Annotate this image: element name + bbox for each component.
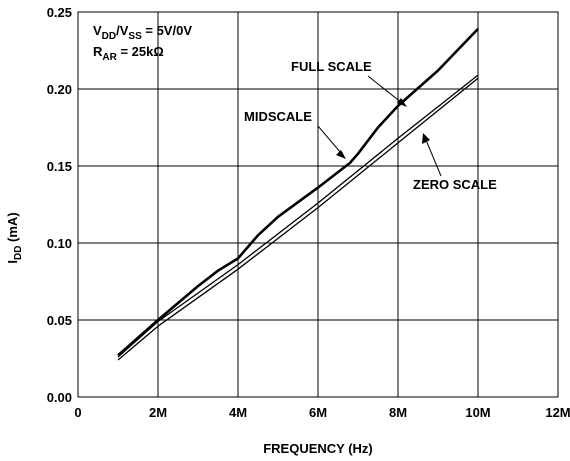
- annotation-zero-scale-pointer: [425, 139, 442, 177]
- plot-frame: [77, 11, 559, 398]
- series-line-midscale: [117, 74, 479, 358]
- condition-supply-label: VDD/VSS = 5V/0V: [93, 23, 192, 42]
- annotation-full-scale: FULL SCALE: [291, 59, 372, 74]
- x-tick-label: 4M: [229, 405, 247, 420]
- x-axis-ticks: 0 2M 4M 6M 8M 10M 12M: [74, 405, 570, 420]
- annotation-midscale: MIDSCALE: [244, 109, 312, 124]
- y-tick-label: 0.00: [47, 390, 72, 405]
- condition-resistor-label: RAR = 25kΩ: [93, 44, 164, 63]
- y-tick-label: 0.15: [47, 159, 72, 174]
- series-line-full-scale: [117, 27, 479, 357]
- x-tick-label: 6M: [309, 405, 327, 420]
- x-tick-label: 12M: [545, 405, 570, 420]
- annotation-midscale-arrowhead: [336, 150, 346, 159]
- annotation-full-scale-arrowhead: [397, 98, 407, 107]
- y-tick-label: 0.20: [47, 82, 72, 97]
- series-line-zero-scale: [117, 77, 479, 361]
- series-lines: [117, 27, 479, 361]
- y-axis-title: IDD (mA): [5, 212, 24, 263]
- x-tick-label: 2M: [149, 405, 167, 420]
- y-tick-label: 0.25: [47, 5, 72, 20]
- y-tick-label: 0.05: [47, 313, 72, 328]
- x-tick-label: 0: [74, 405, 81, 420]
- annotation-midscale-pointer: [317, 125, 342, 154]
- y-tick-label: 0.10: [47, 236, 72, 251]
- x-tick-label: 10M: [465, 405, 490, 420]
- y-axis-ticks: 0.00 0.05 0.10 0.15 0.20 0.25: [47, 5, 72, 405]
- x-tick-label: 8M: [389, 405, 407, 420]
- annotation-zero-scale: ZERO SCALE: [413, 177, 497, 192]
- annotation-full-scale-pointer: [367, 75, 403, 104]
- annotation-zero-scale-arrowhead: [422, 133, 430, 144]
- x-axis-title: FREQUENCY (Hz): [263, 441, 373, 456]
